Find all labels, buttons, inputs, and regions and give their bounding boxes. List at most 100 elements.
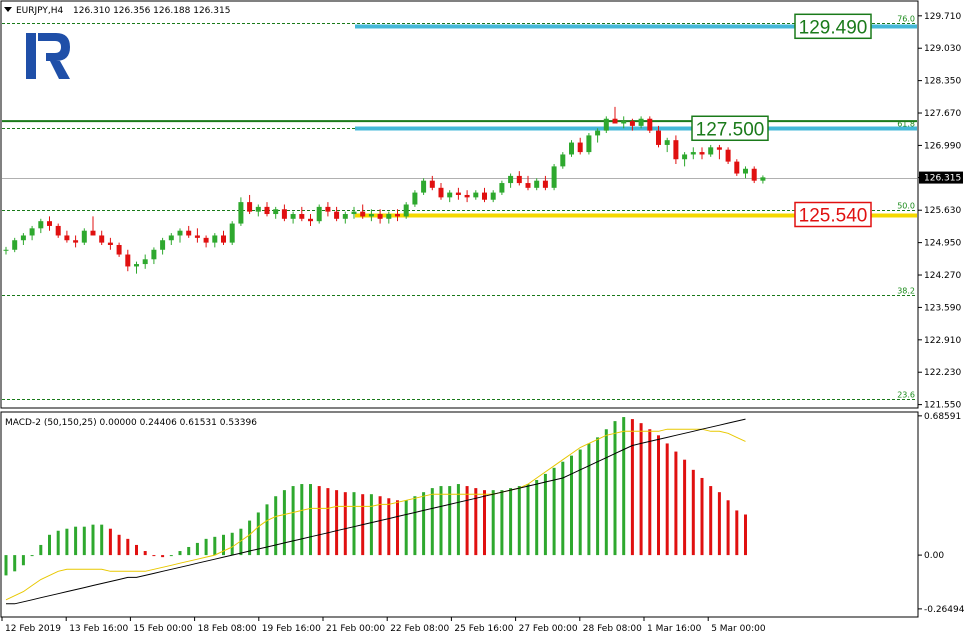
- candle: [447, 190, 453, 203]
- macd-bar: [13, 555, 17, 572]
- candle: [412, 190, 418, 207]
- time-tick-label: 12 Feb 2019: [5, 624, 61, 634]
- macd-bar: [744, 514, 747, 556]
- price-callout: 129.490: [794, 13, 872, 40]
- candle: [360, 204, 366, 219]
- macd-bar: [335, 490, 339, 556]
- candle-body: [629, 121, 635, 126]
- candle-body: [542, 180, 548, 188]
- candle-body: [690, 152, 696, 155]
- candle-body: [264, 206, 270, 215]
- candle: [395, 209, 400, 222]
- candle-body: [351, 211, 357, 215]
- candle: [534, 178, 540, 191]
- candle: [125, 249, 131, 272]
- candle: [186, 225, 192, 238]
- macd-bar: [4, 555, 8, 576]
- candle-body: [664, 140, 670, 145]
- candle: [99, 230, 105, 245]
- macd-bar: [691, 469, 695, 556]
- macd-tick-label: 0.68591: [924, 412, 961, 422]
- macd-bar: [735, 510, 739, 556]
- macd-bar: [578, 449, 582, 556]
- time-tick-label: 5 Mar 00:00: [711, 624, 766, 634]
- macd-bar: [674, 451, 678, 556]
- price-callout: 125.540: [794, 201, 872, 228]
- macd-bar: [422, 492, 426, 556]
- candle-body: [47, 221, 52, 226]
- candle: [743, 166, 748, 179]
- macd-bar: [387, 498, 391, 556]
- candle: [612, 106, 618, 124]
- candle-body: [342, 214, 348, 219]
- candle-body: [325, 206, 331, 212]
- macd-bar: [108, 528, 112, 556]
- candle-body: [577, 142, 583, 153]
- macd-bar: [352, 492, 356, 556]
- macd-tick-label: -0.26494: [924, 605, 964, 615]
- candle: [255, 204, 261, 217]
- candle-body: [29, 228, 35, 236]
- price-tick-label: 122.910: [924, 336, 961, 346]
- candle-body: [194, 235, 200, 238]
- macd-panel-frame: [0, 411, 919, 618]
- candle-body: [551, 166, 557, 188]
- candle: [12, 237, 18, 253]
- price-tick-label: 127.670: [924, 109, 961, 119]
- candle: [551, 164, 557, 191]
- roboforex-logo: [26, 33, 70, 79]
- macd-bar: [561, 461, 565, 556]
- macd-bar: [543, 473, 547, 556]
- candle-body: [682, 154, 688, 160]
- macd-bar: [161, 555, 165, 558]
- candle: [90, 216, 96, 236]
- price-tick-label: 124.950: [924, 239, 961, 249]
- macd-bar: [717, 492, 721, 556]
- candle-body: [377, 214, 383, 219]
- resistance-zone-mid: [355, 126, 917, 131]
- macd-layer: [4, 417, 747, 605]
- macd-bar: [343, 492, 347, 556]
- candle: [560, 152, 566, 169]
- current-price-label: 126.315: [924, 174, 961, 184]
- levels-layer: 76.0 61.8 50.0 38.2 23.6 129.490 127.500 125.54…: [2, 13, 917, 400]
- candle: [577, 137, 583, 155]
- candle-body: [508, 175, 514, 184]
- macd-bar: [439, 486, 443, 556]
- macd-bar: [448, 486, 452, 556]
- candle: [716, 144, 722, 160]
- candle-body: [290, 214, 296, 219]
- candle: [290, 211, 296, 224]
- candle-body: [38, 221, 44, 229]
- candle: [3, 246, 9, 255]
- candle-body: [90, 230, 96, 236]
- price-tick-label: 121.550: [924, 401, 961, 411]
- candle: [325, 202, 331, 217]
- candle-body: [247, 202, 253, 212]
- fib-level-label: 76.0: [897, 15, 915, 24]
- collapse-triangle-icon[interactable]: [4, 7, 12, 12]
- callout-box: [691, 115, 769, 142]
- candle-body: [499, 183, 505, 193]
- price-panel-frame: [0, 0, 919, 409]
- candle: [490, 190, 496, 203]
- candle-body: [360, 211, 366, 217]
- macd-bar: [378, 496, 382, 556]
- candle-body: [421, 180, 427, 193]
- candle-body: [438, 187, 444, 198]
- candle: [595, 128, 601, 143]
- candle: [273, 206, 279, 219]
- candle: [351, 206, 357, 219]
- candle-body: [621, 121, 627, 124]
- macd-bar: [570, 455, 573, 556]
- macd-bar: [622, 417, 626, 556]
- candle-body: [281, 209, 287, 219]
- candle: [508, 173, 514, 188]
- macd-bar: [126, 538, 130, 556]
- candle-body: [656, 130, 661, 145]
- macd-bar: [169, 555, 173, 557]
- macd-bar: [178, 551, 182, 556]
- macd-bar: [657, 435, 660, 556]
- candle: [690, 147, 696, 160]
- macd-bar: [413, 496, 417, 556]
